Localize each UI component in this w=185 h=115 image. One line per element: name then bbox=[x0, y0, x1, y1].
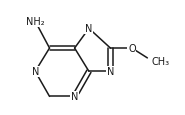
Text: CH₃: CH₃ bbox=[152, 56, 170, 66]
Text: N: N bbox=[31, 67, 39, 77]
Text: N: N bbox=[71, 92, 78, 102]
Text: N: N bbox=[107, 67, 114, 77]
Text: NH₂: NH₂ bbox=[26, 17, 45, 27]
Text: N: N bbox=[85, 24, 93, 34]
Text: O: O bbox=[128, 44, 136, 54]
